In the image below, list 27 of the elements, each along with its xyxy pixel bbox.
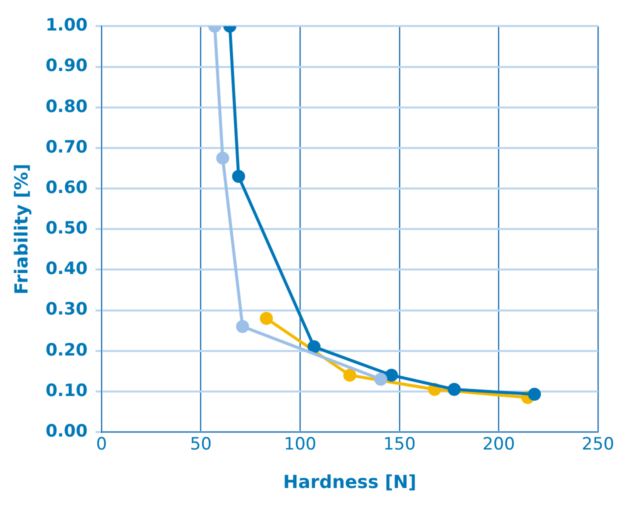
x-tick-label: 250 [582, 434, 614, 455]
y-tick-label: 0.20 [46, 340, 88, 360]
point [528, 388, 541, 401]
point [308, 340, 321, 354]
x-tick-label: 50 [190, 434, 212, 455]
y-tick-label: 0.50 [46, 218, 88, 239]
y-tick-label: 0.00 [46, 421, 88, 442]
x-tick-label: 0 [96, 434, 107, 455]
point [384, 368, 398, 382]
y-tick-label: 0.40 [46, 259, 88, 280]
point [374, 372, 388, 386]
y-axis-title: Friability [%] [11, 164, 32, 295]
point [260, 312, 273, 325]
point [448, 382, 461, 396]
x-axis-title: Hardness [N] [283, 472, 416, 493]
point [236, 320, 250, 333]
y-tick-label: 0.60 [46, 178, 88, 198]
y-tick-label: 0.90 [46, 56, 88, 76]
point [343, 368, 356, 382]
y-tick-label: 0.10 [46, 380, 88, 401]
y-tick-label: 0.30 [46, 300, 88, 320]
x-tick-label: 150 [383, 434, 416, 455]
y-tick-label: 1.00 [46, 16, 88, 36]
y-tick-label: 0.80 [46, 96, 88, 117]
y-tick-label: 0.70 [46, 137, 88, 158]
x-tick-label: 100 [284, 434, 316, 455]
x-tick-label: 200 [482, 434, 515, 455]
